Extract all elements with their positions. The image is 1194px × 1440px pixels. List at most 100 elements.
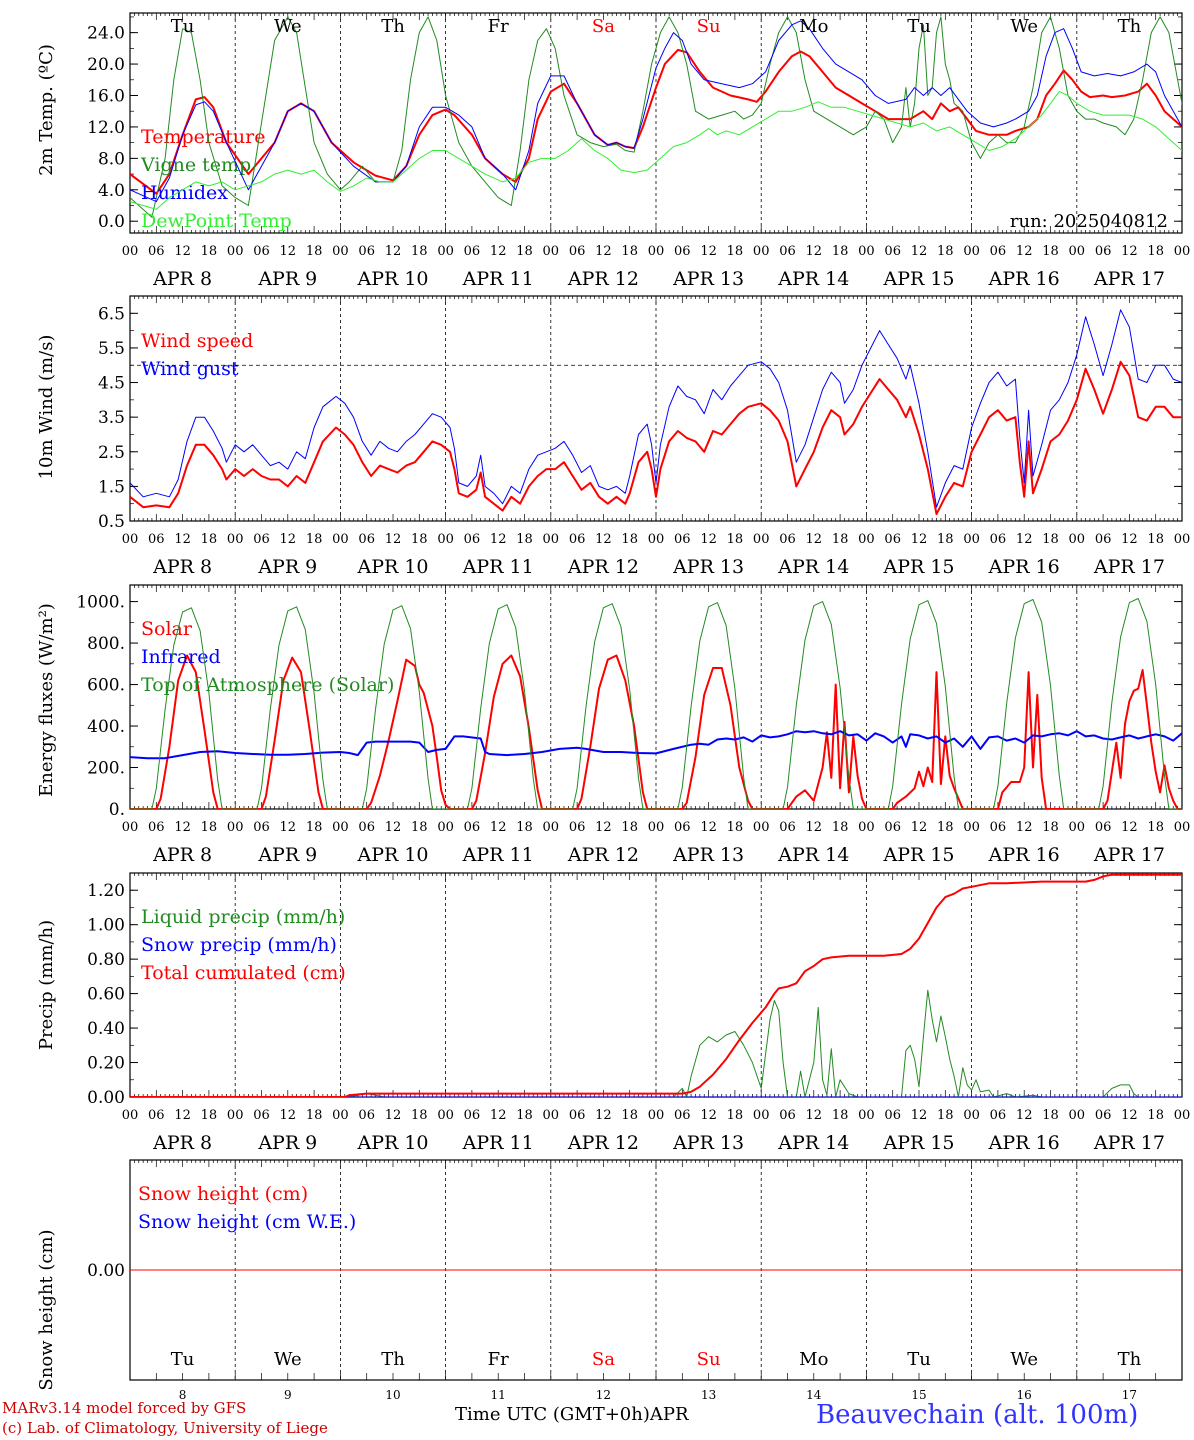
date-label: APR 13 xyxy=(672,1132,744,1154)
hour-tick-label: 00 xyxy=(122,820,139,835)
legend-entry: Snow height (cm W.E.) xyxy=(138,1211,356,1233)
hour-tick-label: 12 xyxy=(806,244,823,259)
series-line xyxy=(130,730,1182,760)
hour-tick-label: 00 xyxy=(122,532,139,547)
hour-tick-label: 00 xyxy=(1069,1108,1086,1123)
date-label: APR 13 xyxy=(672,556,744,578)
hour-tick-label: 18 xyxy=(306,1108,323,1123)
legend-entry: Liquid precip (mm/h) xyxy=(141,906,345,928)
hour-tick-label: 00 xyxy=(332,820,349,835)
date-label: APR 15 xyxy=(882,1132,954,1154)
legend-entry: Temperature xyxy=(141,126,265,148)
y-tick-label: 0.5 xyxy=(98,512,125,532)
hour-tick-label: 06 xyxy=(569,532,586,547)
hour-tick-label: 18 xyxy=(621,532,638,547)
hour-tick-label: 18 xyxy=(1042,244,1059,259)
hour-tick-label: 12 xyxy=(280,532,297,547)
date-label: APR 17 xyxy=(1093,268,1165,290)
hour-tick-label: 00 xyxy=(332,532,349,547)
hour-tick-label: 00 xyxy=(122,1108,139,1123)
hour-tick-label: 06 xyxy=(358,244,375,259)
y-tick-label: 0.0 xyxy=(98,212,125,232)
hour-tick-label: 00 xyxy=(227,244,244,259)
copyright-credit: (c) Lab. of Climatology, University of L… xyxy=(2,1419,328,1437)
date-label: APR 17 xyxy=(1093,1132,1165,1154)
series-line xyxy=(130,654,1182,809)
legend-entry: Humidex xyxy=(141,182,228,204)
legend-entry: DewPoint Temp xyxy=(141,210,292,232)
hour-tick-label: 18 xyxy=(727,244,744,259)
hour-tick-label: 06 xyxy=(990,532,1007,547)
y-tick-label: 600. xyxy=(87,676,125,696)
hour-tick-label: 00 xyxy=(858,532,875,547)
series-line xyxy=(130,48,1182,195)
hour-tick-label: 12 xyxy=(385,532,402,547)
hour-tick-label: 06 xyxy=(148,1108,165,1123)
series-line xyxy=(130,360,1182,516)
y-tick-label: 2.5 xyxy=(98,443,125,463)
hour-tick-label: 06 xyxy=(1095,820,1112,835)
hour-tick-label: 12 xyxy=(595,532,612,547)
hour-tick-label: 06 xyxy=(358,820,375,835)
hour-tick-label: 06 xyxy=(464,1108,481,1123)
hour-tick-label: 00 xyxy=(963,820,980,835)
hour-tick-label: 00 xyxy=(437,820,454,835)
hour-tick-label: 00 xyxy=(648,1108,665,1123)
hour-tick-label: 18 xyxy=(306,820,323,835)
hour-tick-label: 12 xyxy=(595,1108,612,1123)
y-tick-label: 0.80 xyxy=(87,950,125,970)
hour-tick-label: 00 xyxy=(753,244,770,259)
hour-tick-label: 18 xyxy=(832,244,849,259)
y-tick-label: 20.0 xyxy=(87,55,125,75)
date-label: APR 11 xyxy=(462,556,534,578)
y-tick-label: 0.00 xyxy=(87,1088,125,1108)
hour-tick-label: 00 xyxy=(122,244,139,259)
hour-tick-label: 00 xyxy=(753,532,770,547)
y-tick-label: 6.5 xyxy=(98,304,125,324)
hour-tick-label: 18 xyxy=(1147,532,1164,547)
run-label: run: 2025040812 xyxy=(1010,211,1168,232)
hour-tick-label: 06 xyxy=(148,820,165,835)
date-label: APR 10 xyxy=(356,1132,428,1154)
hour-tick-label: 00 xyxy=(858,1108,875,1123)
hour-tick-label: 12 xyxy=(1121,244,1138,259)
hour-tick-label: 00 xyxy=(753,820,770,835)
hour-tick-label: 12 xyxy=(385,244,402,259)
day-of-week-label: Th xyxy=(381,16,405,37)
hour-tick-label: 18 xyxy=(201,532,218,547)
date-label: APR 15 xyxy=(882,268,954,290)
y-tick-label: 4.5 xyxy=(98,374,125,394)
y-tick-label: 0. xyxy=(109,800,125,820)
hour-tick-label: 06 xyxy=(674,532,691,547)
legend-entry: Wind gust xyxy=(141,358,239,380)
hour-tick-label: 12 xyxy=(174,820,191,835)
hour-tick-label: 06 xyxy=(569,244,586,259)
hour-tick-label: 12 xyxy=(280,244,297,259)
hour-tick-label: 12 xyxy=(911,1108,928,1123)
series-line xyxy=(130,309,1182,508)
date-label: APR 10 xyxy=(356,268,428,290)
y-tick-label: 1.5 xyxy=(98,477,125,497)
date-label: APR 14 xyxy=(777,844,849,866)
hour-tick-label: 06 xyxy=(569,820,586,835)
legend-entry: Top of Atmosphere (Solar) xyxy=(141,674,394,696)
hour-tick-label: 12 xyxy=(1016,532,1033,547)
hour-tick-label: 06 xyxy=(884,532,901,547)
hour-tick-label: 12 xyxy=(490,532,507,547)
day-number-label: 17 xyxy=(1122,1388,1137,1402)
panel-frame xyxy=(129,584,1183,810)
day-of-week-label: We xyxy=(274,16,302,37)
day-of-week-label: Th xyxy=(1118,1349,1142,1370)
y-tick-label: 1.20 xyxy=(87,881,125,901)
y-tick-label: 0.00 xyxy=(87,1261,125,1281)
hour-tick-label: 06 xyxy=(674,1108,691,1123)
hour-tick-label: 00 xyxy=(437,244,454,259)
day-number-label: 14 xyxy=(806,1388,822,1402)
hour-tick-label: 06 xyxy=(779,532,796,547)
y-axis-label: 10m Wind (m/s) xyxy=(36,335,57,480)
hour-tick-label: 00 xyxy=(227,820,244,835)
hour-tick-label: 12 xyxy=(174,244,191,259)
hour-tick-label: 00 xyxy=(543,244,560,259)
hour-tick-label: 12 xyxy=(490,1108,507,1123)
